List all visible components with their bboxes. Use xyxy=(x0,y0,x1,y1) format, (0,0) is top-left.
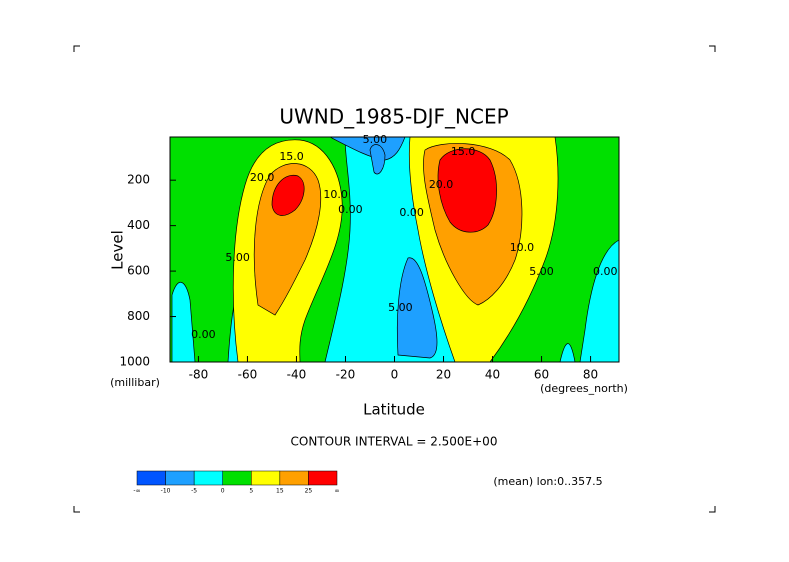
contour-label: 15.0 xyxy=(279,150,304,163)
y-axis-title: Level xyxy=(109,230,127,270)
contour-label: 5.00 xyxy=(388,301,413,314)
contour-label: 0.00 xyxy=(593,265,618,278)
x-unit: (degrees_north) xyxy=(540,382,628,395)
y-tick-label: 400 xyxy=(127,218,150,232)
x-tick-label: 60 xyxy=(534,368,549,382)
contour-label: 5.00 xyxy=(225,251,250,264)
contour-label: 10.0 xyxy=(510,241,535,254)
y-tick-label: 1000 xyxy=(119,355,150,369)
colorbar-label: ∞ xyxy=(335,488,340,495)
contour-label: 15.0 xyxy=(451,145,476,158)
y-unit: (millibar) xyxy=(110,376,160,389)
contour-label: 5.00 xyxy=(529,265,554,278)
colorbar-box xyxy=(279,470,309,486)
contour-label: 10.0 xyxy=(323,188,348,201)
x-axis-title: Latitude xyxy=(363,401,425,419)
x-tick-label: -80 xyxy=(189,368,209,382)
contour-region xyxy=(171,282,196,363)
colorbar-label: 25 xyxy=(305,488,313,495)
contour-label: 20.0 xyxy=(429,178,454,191)
x-tick-label: 40 xyxy=(485,368,500,382)
x-tick-label: -40 xyxy=(287,368,307,382)
contour-field xyxy=(169,136,620,363)
corner-marks xyxy=(73,45,716,513)
x-tick-label: 0 xyxy=(391,368,399,382)
colorbar-box xyxy=(251,470,281,486)
colorbar-box xyxy=(222,470,252,486)
colorbar-box xyxy=(193,470,223,486)
x-tick-label: 80 xyxy=(583,368,598,382)
contour-label: 0.00 xyxy=(191,328,216,341)
annotation: (mean) lon:0..357.5 xyxy=(493,475,602,488)
chart-title: UWND_1985-DJF_NCEP xyxy=(279,105,508,129)
contour-label: 20.0 xyxy=(250,171,275,184)
colorbar-label: 0 xyxy=(221,488,225,495)
contour-region xyxy=(579,239,620,363)
x-tick-label: 20 xyxy=(436,368,451,382)
colorbar-label: -∞ xyxy=(133,488,140,495)
contour-region xyxy=(369,144,386,175)
colorbar-box xyxy=(136,470,166,486)
x-tick-label: -20 xyxy=(336,368,356,382)
contour-region xyxy=(253,163,322,316)
contour-label: 0.00 xyxy=(338,203,363,216)
y-tick-label: 200 xyxy=(127,173,150,187)
colorbar-box xyxy=(308,470,338,486)
contour-region xyxy=(271,174,305,216)
contour-region xyxy=(396,257,438,359)
colorbar-label: 15 xyxy=(276,488,284,495)
colorbar-label: -5 xyxy=(191,488,197,495)
y-tick-label: 600 xyxy=(127,264,150,278)
colorbar-label: -10 xyxy=(161,488,171,495)
annotation: CONTOUR INTERVAL = 2.500E+00 xyxy=(291,435,498,449)
y-tick-label: 800 xyxy=(127,309,150,323)
contour-region xyxy=(437,148,497,233)
contour-label: 5.00 xyxy=(363,133,388,146)
contour-label: 0.00 xyxy=(399,206,424,219)
colorbar-box xyxy=(165,470,195,486)
x-tick-label: -60 xyxy=(238,368,258,382)
colorbar-label: 5 xyxy=(249,488,253,495)
